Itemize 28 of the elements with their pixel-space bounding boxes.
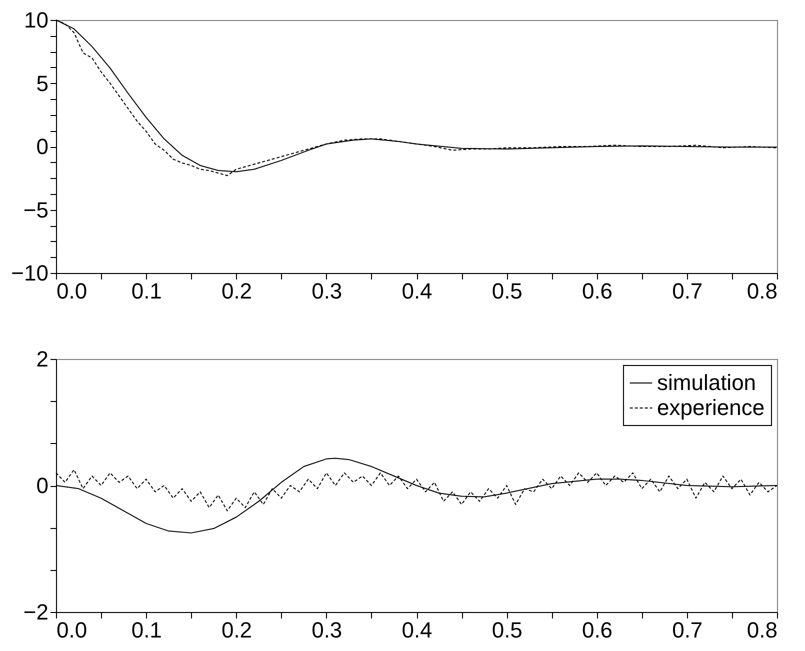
x-tick-label: 0.4: [402, 278, 432, 304]
x-tick-label: 0.1: [131, 278, 162, 304]
x-tick-label: 0.8: [746, 278, 778, 304]
y-tick-label: 2: [36, 346, 48, 372]
y-tick-label: −5: [23, 197, 48, 222]
y-tick-label: −2: [23, 600, 48, 624]
x-tick-label: 0.5: [492, 278, 522, 304]
x-tick-label: 0.8: [746, 618, 778, 642]
x-tick-label: 0.3: [312, 278, 342, 304]
legend-label: experience: [657, 395, 765, 420]
x-tick-label: 0.7: [672, 278, 703, 304]
x-tick-label: 0.6: [582, 618, 613, 642]
y-tick-label: 0: [36, 473, 48, 498]
x-tick-label: 0.5: [492, 618, 522, 642]
legend-label: simulation: [657, 370, 756, 395]
y-tick-label: −10: [11, 260, 48, 286]
x-tick-label: 0.0: [56, 278, 88, 304]
x-tick-label: 0.7: [672, 618, 703, 642]
y-tick-label: 5: [36, 70, 48, 96]
x-tick-label: 0.1: [131, 618, 162, 642]
x-tick-label: 0.6: [582, 278, 613, 304]
x-tick-label: 0.0: [56, 618, 88, 642]
x-tick-label: 0.4: [402, 618, 432, 642]
x-tick-label: 0.2: [221, 278, 252, 304]
x-tick-label: 0.3: [312, 618, 342, 642]
y-tick-label: 10: [24, 8, 48, 32]
y-tick-label: 0: [36, 134, 48, 159]
x-tick-label: 0.2: [221, 618, 252, 642]
